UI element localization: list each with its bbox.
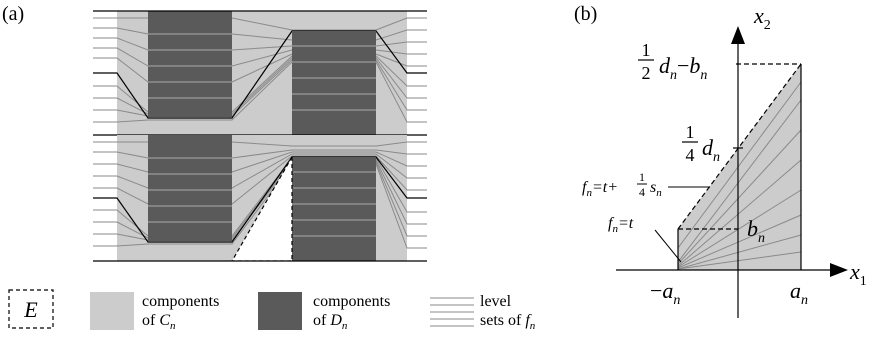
quarter-den: 4 bbox=[686, 145, 695, 165]
quarter-num: 1 bbox=[686, 122, 695, 142]
upper-d-left bbox=[148, 11, 232, 117]
legend-level: level sets of fn bbox=[430, 293, 536, 332]
legend-d-swatch bbox=[258, 292, 302, 330]
tick-half-d: 1 2 dn−bn bbox=[638, 40, 707, 83]
legend-d-line1: components bbox=[313, 293, 390, 310]
callout-ft-quarter-text: fn=t+ bbox=[582, 179, 618, 199]
b-diagonal bbox=[677, 63, 802, 230]
callout-ft-text: fn=t bbox=[608, 215, 634, 235]
lower-d-right bbox=[292, 157, 376, 261]
legend-c: components of Cn bbox=[90, 292, 219, 332]
upper-d-right bbox=[292, 31, 376, 135]
half-num: 1 bbox=[642, 40, 651, 60]
callout-ft: fn=t bbox=[608, 215, 682, 263]
panel-b-diagram: x1 x2 −an an bn 1 4 dn 1 2 dn−bn fn=t+ 1… bbox=[582, 3, 867, 318]
panel-b-label: (b) bbox=[574, 3, 597, 25]
lower-half bbox=[93, 135, 427, 261]
legend: E components of Cn components of Dn leve… bbox=[8, 289, 536, 332]
legend-level-line2: sets of fn bbox=[480, 312, 536, 332]
legend-level-line1: level bbox=[480, 293, 512, 310]
callout-ft-quarter: fn=t+ 1 4 sn bbox=[582, 170, 710, 199]
upper-d-lines bbox=[148, 33, 376, 111]
x1-axis-label: x1 bbox=[849, 259, 867, 289]
lower-highlight-level bbox=[93, 156, 427, 243]
callout-quarter-den: 4 bbox=[639, 185, 645, 199]
b-level-sets bbox=[677, 81, 802, 270]
legend-c-swatch bbox=[90, 292, 134, 330]
legend-d-line2: of Dn bbox=[313, 312, 348, 332]
upper-highlight-level bbox=[93, 30, 427, 119]
tick-pos-a: an bbox=[790, 278, 808, 308]
lower-e-region bbox=[231, 154, 293, 261]
b-region bbox=[678, 64, 801, 270]
legend-c-line2: of Cn bbox=[142, 312, 176, 332]
panel-a-label: (a) bbox=[2, 3, 24, 25]
tick-b: bn bbox=[747, 216, 765, 246]
x2-axis-arrow bbox=[731, 26, 745, 44]
lower-d-lines bbox=[148, 157, 376, 237]
lower-d-left bbox=[148, 135, 232, 241]
half-den: 2 bbox=[642, 63, 651, 83]
upper-level-sets bbox=[93, 17, 427, 123]
callout-s-term: sn bbox=[650, 179, 662, 199]
callout-quarter-num: 1 bbox=[639, 170, 645, 184]
quarter-d-term: dn bbox=[702, 135, 720, 165]
legend-c-line1: components bbox=[142, 293, 219, 310]
tick-neg-a: −an bbox=[650, 278, 680, 308]
half-d-term: dn−bn bbox=[659, 53, 707, 83]
legend-e: E bbox=[8, 289, 54, 329]
tick-quarter-d: 1 4 dn bbox=[682, 122, 720, 165]
legend-d: components of Dn bbox=[258, 292, 390, 332]
x1-axis-arrow bbox=[830, 263, 848, 277]
lower-level-sets bbox=[93, 141, 427, 249]
legend-e-symbol: E bbox=[23, 297, 38, 322]
legend-level-lines bbox=[430, 297, 474, 327]
upper-half bbox=[93, 11, 427, 135]
x2-axis-label: x2 bbox=[753, 3, 771, 33]
panel-a-diagram bbox=[93, 10, 427, 262]
